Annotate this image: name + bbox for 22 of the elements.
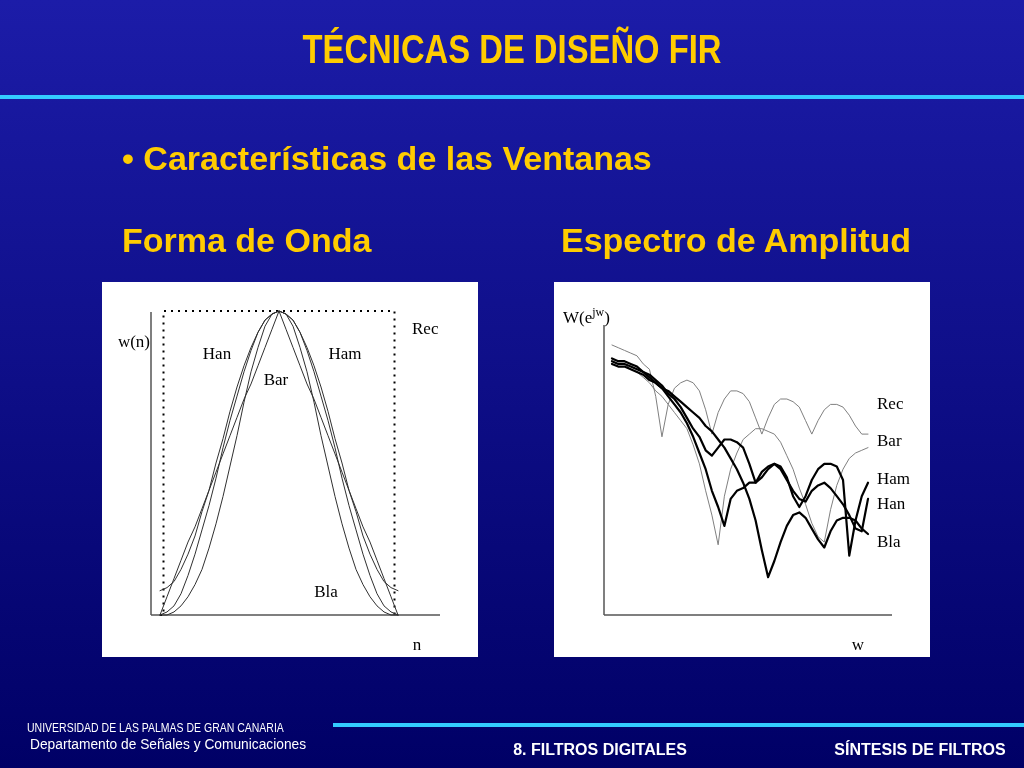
text: UNIVERSIDAD DE LAS PALMAS DE GRAN CANARIA bbox=[27, 721, 285, 735]
series-label: Han bbox=[877, 494, 906, 513]
chart-title: Forma de Onda bbox=[122, 221, 373, 259]
text: Departamento de Señales y Comunicaciones bbox=[30, 735, 307, 753]
series-label: Bla bbox=[877, 532, 902, 551]
text: • Características de las Ventanas bbox=[122, 139, 652, 177]
chart-title: Espectro de Amplitud bbox=[561, 221, 912, 259]
x-axis-title: n bbox=[412, 635, 422, 654]
text: TÉCNICAS DE DISEÑO FIR bbox=[302, 25, 722, 72]
series-label: Rec bbox=[412, 319, 439, 338]
series-label: Han bbox=[202, 344, 232, 363]
y-axis-title: w(n) bbox=[117, 332, 150, 351]
series-label: Bar bbox=[877, 431, 902, 450]
series-label: Ham bbox=[877, 469, 911, 488]
x-axis-title: w bbox=[851, 635, 865, 654]
series-label: Bla bbox=[314, 582, 339, 601]
series-label: Bar bbox=[263, 370, 289, 389]
series-label: Rec bbox=[877, 394, 904, 413]
y-axis-title: W(e$^{jw}$) bbox=[563, 305, 610, 327]
text: SÍNTESIS DE FILTROS bbox=[834, 740, 1006, 758]
text: 8. FILTROS DIGITALES bbox=[513, 741, 688, 758]
series-label: Ham bbox=[328, 344, 362, 363]
